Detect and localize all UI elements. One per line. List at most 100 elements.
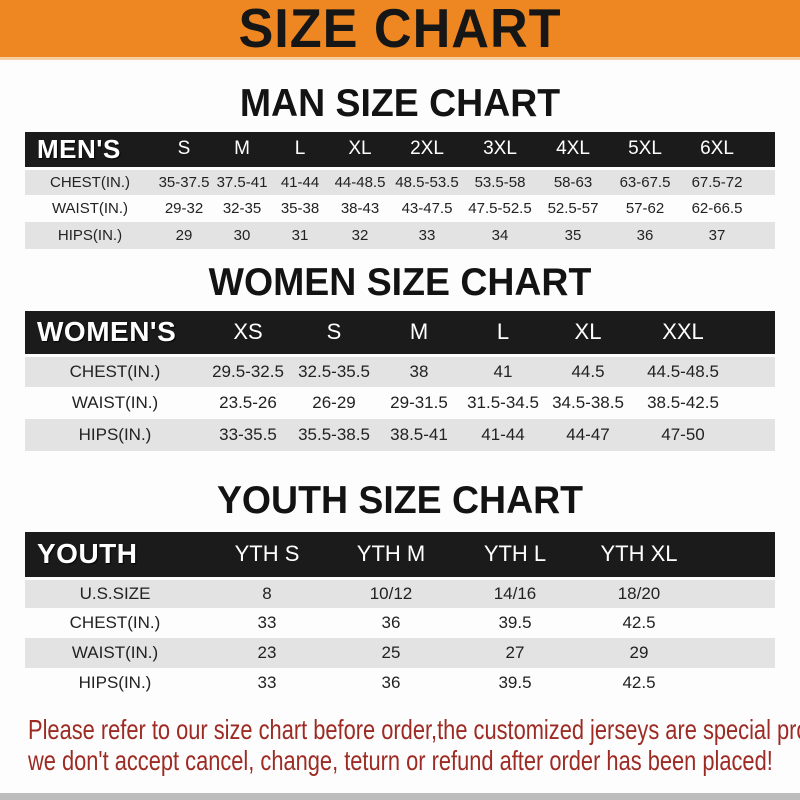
section-men: MAN SIZE CHART MEN'S S M L XL 2XL 3XL 4XL 5XL 6XL C… [0,84,800,249]
column-header: S [326,319,342,345]
size-cell: 44-48.5 [334,173,386,191]
size-cell: 14/16 [493,583,537,603]
column-header: L [496,319,510,345]
corner-label: WOMEN'S [37,316,177,348]
table-row: HIPS(IN.) 33-35.5 35.5-38.5 38.5-41 41-44 44-… [25,419,775,451]
size-cell: 39.5 [498,613,532,632]
size-cell: 32-35 [222,200,262,217]
size-cell: 53.5-58 [474,173,526,191]
size-cell: 58-63 [553,173,593,191]
spacer-cell [735,355,775,387]
section-title: MAN SIZE CHART [239,82,561,125]
section-title: YOUTH SIZE CHART [216,479,584,522]
bottom-strip [0,793,800,800]
size-cell: 33 [257,673,277,692]
size-cell: 23 [257,643,277,662]
table-row: HIPS(IN.) 33 36 39.5 42.5 [25,668,775,698]
size-cell: 41 [493,361,513,381]
spacer-cell [701,638,775,668]
size-cell: 26-29 [312,393,356,412]
size-cell: 34 [491,227,509,244]
column-header: XL [574,319,602,345]
size-cell: 31.5-34.5 [467,393,539,412]
spacer-cell [753,132,775,168]
column-header: YTH M [356,541,426,567]
size-cell: 36 [381,613,401,632]
size-cell: 18/20 [617,583,661,603]
table-row: WAIST(IN.) 23.5-26 26-29 29-31.5 31.5-34.5 34… [25,387,775,419]
column-header: M [409,319,429,345]
row-label: HIPS(IN.) [78,425,152,444]
size-cell: 10/12 [369,583,413,603]
size-cell: 42.5 [622,673,656,692]
size-cell: 29 [629,643,649,662]
size-cell: 36 [381,673,401,692]
size-cell: 35-38 [280,200,320,217]
size-cell: 29.5-32.5 [212,361,284,381]
size-cell: 25 [381,643,401,662]
size-cell: 38-43 [340,200,380,217]
size-cell: 31 [291,227,309,244]
row-label: CHEST(IN.) [69,613,161,632]
size-cell: 33 [257,613,277,632]
row-label: WAIST(IN.) [71,393,159,412]
table-row: HIPS(IN.) 29 30 31 32 33 34 35 36 37 [25,222,775,249]
size-cell: 33-35.5 [219,425,277,444]
column-header: 5XL [628,138,662,160]
column-header: XS [233,319,263,345]
column-header: M [234,138,250,160]
size-cell: 30 [233,227,251,244]
corner-label: MEN'S [37,133,121,164]
table-row: WAIST(IN.) 29-32 32-35 35-38 38-43 43-47.5 47.… [25,195,775,222]
size-cell: 41-44 [481,425,525,444]
row-label: U.S.SIZE [79,583,151,603]
table-row: CHEST(IN.) 29.5-32.5 32.5-35.5 38 41 44.5 44.5… [25,355,775,387]
sections-container: MAN SIZE CHART MEN'S S M L XL 2XL 3XL 4XL 5XL 6XL C… [0,84,800,698]
size-cell: 41-44 [280,173,320,191]
size-cell: 44.5 [571,361,605,381]
row-label: HIPS(IN.) [57,227,123,244]
size-table: YOUTH YTH S YTH M YTH L YTH XL U.S.SIZE 8 10/12… [25,532,775,698]
spacer-cell [753,168,775,195]
spacer-cell [701,668,775,698]
corner-label: YOUTH [37,538,138,570]
size-cell: 32 [351,227,369,244]
size-cell: 47.5-52.5 [468,200,532,217]
column-header: YTH L [483,541,547,567]
size-cell: 29-31.5 [390,393,448,412]
table-row: CHEST(IN.) 33 36 39.5 42.5 [25,608,775,638]
table-row: U.S.SIZE 8 10/12 14/16 18/20 [25,578,775,608]
column-header: L [294,138,306,160]
size-cell: 62-66.5 [691,200,743,217]
size-cell: 42.5 [622,613,656,632]
banner: SIZE CHART [0,0,800,60]
spacer-cell [701,578,775,608]
row-label: HIPS(IN.) [78,673,152,692]
table-header-row: MEN'S S M L XL 2XL 3XL 4XL 5XL 6XL [25,132,775,168]
size-cell: 37 [708,227,726,244]
column-header: 6XL [700,138,734,160]
size-cell: 44.5-48.5 [647,361,719,381]
column-header: XL [348,138,372,160]
column-header: 2XL [410,138,444,160]
column-header: 4XL [556,138,590,160]
column-header: 3XL [483,138,517,160]
size-cell: 29 [175,227,193,244]
row-label: CHEST(IN.) [50,173,130,191]
size-cell: 33 [418,227,436,244]
size-cell: 57-62 [625,200,665,217]
column-header: YTH S [234,541,300,567]
section-youth: YOUTH SIZE CHART YOUTH YTH S YTH M YTH L YTH … [0,481,800,698]
size-cell: 37.5-41 [216,173,268,191]
size-cell: 67.5-72 [691,173,743,191]
row-label: WAIST(IN.) [71,643,159,662]
disclaimer: Please refer to our size chart before or… [28,714,800,776]
size-cell: 38.5-41 [390,425,448,444]
spacer-cell [735,387,775,419]
row-label: WAIST(IN.) [51,200,129,217]
table-header-row: YOUTH YTH S YTH M YTH L YTH XL [25,532,775,578]
column-header: XXL [662,319,704,345]
size-cell: 63-67.5 [619,173,671,191]
table-header-row: WOMEN'S XS S M L XL XXL [25,311,775,355]
